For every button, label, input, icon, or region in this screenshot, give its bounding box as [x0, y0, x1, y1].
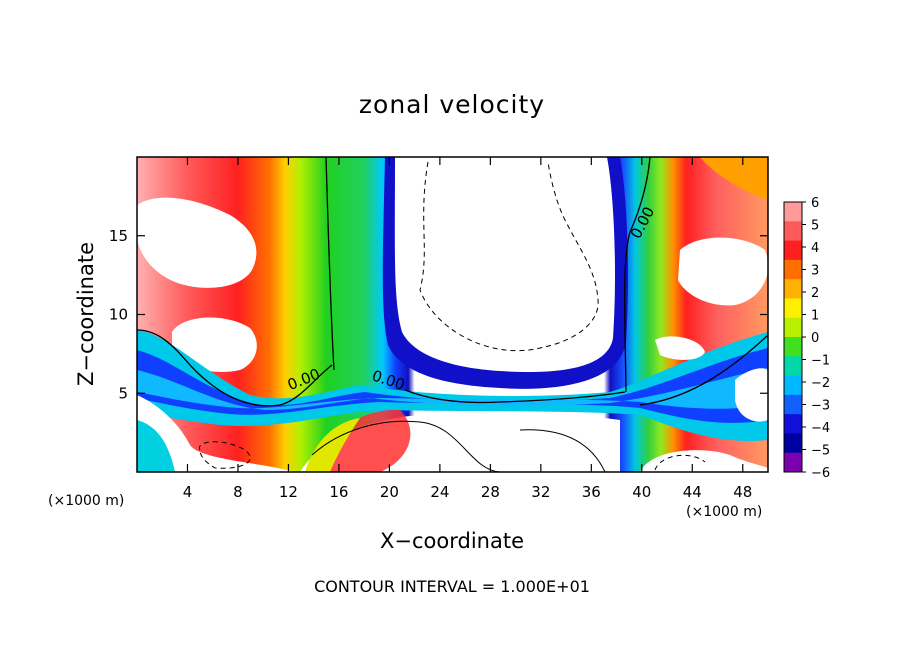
- heatmap-field: [137, 157, 768, 472]
- colorbar-swatch: [784, 317, 802, 338]
- heatmap-patch-lower-red: [318, 409, 411, 472]
- colorbar-label: 6: [811, 196, 819, 211]
- colorbar-label: −6: [811, 466, 830, 481]
- colorbar-label: −3: [811, 399, 830, 414]
- heatmap-patch-upper-left: [137, 197, 257, 288]
- colorbar-swatch: [784, 375, 802, 396]
- colorbar-swatch: [784, 414, 802, 434]
- colorbar-label: −1: [811, 354, 830, 369]
- x-tick-label: 24: [430, 483, 449, 501]
- x-axis-label: X−coordinate: [380, 529, 524, 553]
- x-tick-label: 16: [329, 483, 348, 501]
- x-unit-right: (×1000 m): [686, 504, 762, 520]
- x-tick-label: 8: [233, 483, 243, 501]
- colorbar-label: 0: [811, 331, 819, 346]
- x-tick-label: 12: [279, 483, 298, 501]
- heatmap-patch-center: [389, 157, 620, 377]
- colorbar-label: 5: [811, 219, 819, 234]
- colorbar-swatch: [784, 356, 802, 377]
- y-tick-label: 10: [109, 306, 128, 324]
- colorbar-label: 1: [811, 309, 819, 324]
- heatmap-band-jet-outer: [137, 330, 768, 441]
- colorbar-swatch: [784, 240, 802, 261]
- contour-line-zero-vertical: [325, 157, 335, 371]
- contour-interval-note: CONTOUR INTERVAL = 1.000E+01: [314, 577, 590, 596]
- contour-line-zero-center: [404, 389, 626, 404]
- y-tick-label: 15: [109, 227, 128, 245]
- colorbar-swatch: [784, 202, 802, 222]
- heatmap-patch-left-oval: [172, 317, 257, 372]
- y-axis-label: Z−coordinate: [74, 242, 98, 386]
- y-tick-label: 5: [118, 384, 128, 402]
- x-tick-label: 20: [380, 483, 399, 501]
- x-unit-left: (×1000 m): [48, 493, 124, 509]
- contour-line-lower-right: [519, 429, 606, 472]
- colorbar-label: 4: [811, 241, 819, 256]
- x-tick-label: 36: [582, 483, 601, 501]
- colorbar-label: −5: [811, 444, 830, 459]
- colorbar-swatch: [784, 298, 802, 319]
- heatmap-patch-bottom-left: [137, 395, 295, 472]
- colorbar-swatch: [784, 394, 802, 415]
- x-axis: 4 8 12 16 20 24 28 32 36 40 44 48: [183, 157, 752, 501]
- heatmap-band-jet-core: [137, 348, 768, 423]
- colorbar-swatch: [784, 452, 802, 473]
- heatmap-patch-bottom-left-cyan: [137, 420, 175, 472]
- contour-line-dashed-lower-right: [654, 454, 706, 471]
- colorbar-label: −2: [811, 376, 830, 391]
- colorbar-label: −4: [811, 421, 830, 436]
- contour-line-dashed-center: [419, 161, 599, 352]
- colorbar-swatch: [784, 337, 802, 357]
- x-tick-label: 44: [683, 483, 702, 501]
- colorbar-swatch: [784, 259, 802, 280]
- x-tick-label: 28: [481, 483, 500, 501]
- contour-line-zero-right: [623, 157, 651, 393]
- colorbar: 6 5 4 3 2 1 0 −1 −2 −3 −4 −5 −6: [783, 196, 830, 481]
- colorbar-label: 3: [811, 264, 819, 279]
- heatmap-patch-right-lower: [735, 368, 768, 422]
- contour-line-dashed-lower-left: [199, 441, 251, 469]
- x-tick-label: 4: [183, 483, 193, 501]
- colorbar-swatch: [784, 279, 802, 299]
- contour-line-zero-left: [137, 329, 333, 407]
- heatmap-patch-right-oval: [655, 336, 705, 360]
- contour-line-lower: [311, 420, 501, 472]
- x-tick-label: 40: [632, 483, 651, 501]
- colorbar-swatch: [784, 433, 802, 454]
- chart-title: zonal velocity: [359, 90, 545, 119]
- colorbar-swatch: [784, 221, 802, 242]
- y-axis: 5 10 15: [109, 227, 768, 402]
- colorbar-label: 2: [811, 286, 819, 301]
- contour-line-zero-far-right: [639, 334, 768, 406]
- x-tick-label: 32: [531, 483, 550, 501]
- x-tick-label: 48: [733, 483, 752, 501]
- heatmap-rim-center: [382, 157, 628, 389]
- heatmap-patch-lower-yellow: [305, 418, 360, 472]
- heatmap-patch-top-right-orange: [700, 157, 768, 200]
- heatmap-patch-upper-right: [678, 237, 768, 306]
